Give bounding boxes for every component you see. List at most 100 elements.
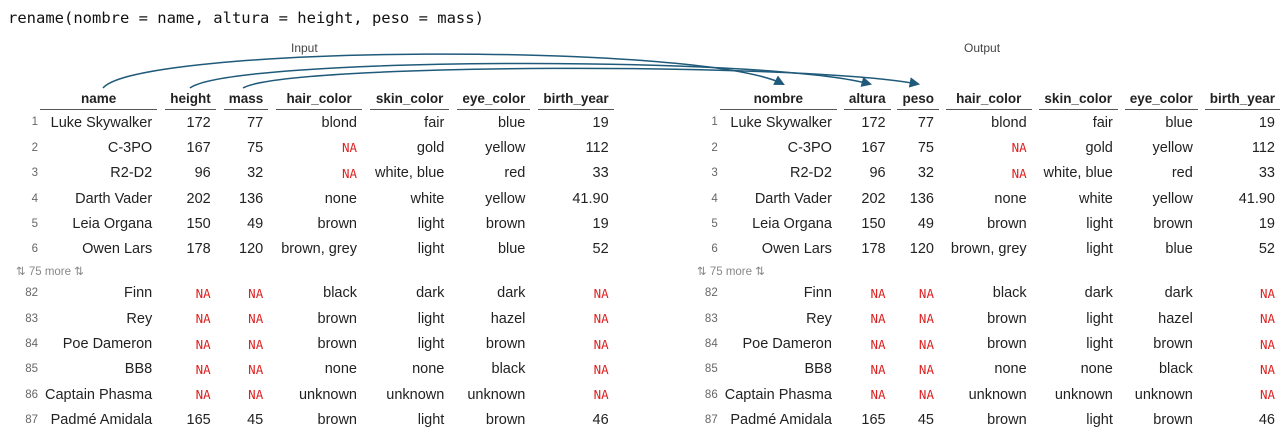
column-gap: [157, 331, 165, 356]
column-gap: [1198, 135, 1205, 160]
column-gap: [268, 88, 276, 110]
table-cell: NA: [918, 361, 934, 377]
column-gap: [268, 161, 276, 186]
table-cell: brown: [1153, 215, 1193, 232]
table-row: 86 Captain Phasma NA NA unknown unknown unknow…: [697, 382, 1280, 407]
table-cell: 45: [917, 411, 934, 428]
table-cell: 120: [909, 241, 934, 258]
column-gap: [1032, 306, 1039, 331]
output-table: nombre altura peso hair_color skin_color eye_…: [697, 88, 1280, 433]
column-gap: [837, 281, 844, 306]
table-cell: 32: [247, 165, 264, 182]
table-cell: 165: [186, 411, 211, 428]
code-line: rename(nombre = name, altura = height, p…: [8, 9, 484, 27]
column-gap: [157, 211, 165, 236]
table-cell: 96: [194, 165, 211, 182]
table-cell: 19: [592, 114, 609, 131]
column-gap: [268, 236, 276, 261]
column-gap: [216, 281, 224, 306]
table-cell: NA: [1011, 140, 1027, 156]
column-gap: [1198, 331, 1205, 356]
column-gap: [939, 357, 946, 382]
column-gap: [1118, 281, 1125, 306]
row-index: 82: [704, 287, 718, 300]
table-cell: unknown: [298, 386, 357, 403]
column-gap: [362, 306, 370, 331]
column-gap: [216, 306, 224, 331]
table-cell: Poe Dameron: [62, 336, 153, 353]
column-gap: [891, 236, 898, 261]
table-cell: none: [994, 190, 1027, 207]
input-col-header: hair_color: [276, 88, 362, 110]
table-cell: brown: [1153, 336, 1193, 353]
column-gap: [530, 306, 538, 331]
table-cell: light: [1086, 241, 1113, 258]
column-gap: [449, 407, 457, 432]
table-cell: 178: [186, 241, 211, 258]
row-index: 84: [25, 338, 38, 351]
row-index: 87: [704, 413, 718, 426]
column-gap: [1118, 186, 1125, 211]
input-col-header: skin_color: [370, 88, 450, 110]
input-label: Input: [291, 41, 318, 55]
table-cell: Leia Organa: [752, 215, 832, 232]
table-row: 86 Captain Phasma NA NA unknown unknown unknow…: [16, 382, 614, 407]
table-cell: NA: [195, 361, 211, 377]
table-cell: 41.90: [1238, 190, 1275, 207]
column-gap: [157, 407, 165, 432]
table-cell: Rey: [806, 310, 832, 327]
table-cell: 49: [247, 215, 264, 232]
table-cell: fair: [424, 114, 445, 131]
table-cell: 41.90: [572, 190, 609, 207]
column-gap: [449, 110, 457, 136]
table-cell: light: [417, 215, 445, 232]
column-gap: [530, 211, 538, 236]
column-gap: [1118, 211, 1125, 236]
row-index: 6: [711, 243, 718, 256]
table-cell: light: [1086, 310, 1113, 327]
column-gap: [530, 161, 538, 186]
table-cell: unknown: [386, 386, 445, 403]
table-cell: black: [992, 285, 1027, 302]
table-cell: NA: [248, 387, 264, 403]
column-gap: [1032, 135, 1039, 160]
table-cell: 19: [1258, 114, 1275, 131]
table-cell: white: [1079, 190, 1113, 207]
table-cell: 19: [1258, 215, 1275, 232]
table-row: 87 Padmé Amidala 165 45 brown light brown 46: [16, 407, 614, 432]
table-cell: NA: [870, 311, 886, 327]
row-index: 1: [31, 116, 38, 129]
column-gap: [837, 407, 844, 432]
row-index: 86: [25, 388, 38, 401]
column-gap: [939, 306, 946, 331]
table-cell: NA: [593, 361, 609, 377]
table-row: 83 Rey NA NA brown light hazel NA: [697, 306, 1280, 331]
table-cell: 120: [239, 241, 264, 258]
table-cell: NA: [1259, 285, 1275, 301]
column-gap: [530, 407, 538, 432]
column-gap: [1032, 281, 1039, 306]
table-cell: 32: [917, 165, 934, 182]
column-gap: [449, 357, 457, 382]
table-cell: NA: [1259, 387, 1275, 403]
column-gap: [891, 407, 898, 432]
table-cell: Luke Skywalker: [730, 114, 832, 131]
column-gap: [362, 382, 370, 407]
column-gap: [530, 88, 538, 110]
table-cell: NA: [1259, 336, 1275, 352]
table-cell: C-3PO: [787, 139, 832, 156]
column-gap: [837, 161, 844, 186]
table-cell: NA: [918, 336, 934, 352]
column-gap: [268, 357, 276, 382]
table-row: 3 R2-D2 96 32 NA white, blue red 33: [16, 161, 614, 186]
table-cell: unknown: [968, 386, 1027, 403]
table-cell: brown: [485, 336, 526, 353]
column-gap: [1032, 357, 1039, 382]
column-gap: [268, 186, 276, 211]
arrow-mass-to-peso: [242, 67, 921, 89]
table-row: 6 Owen Lars 178 120 brown, grey light blue 52: [697, 236, 1280, 261]
column-gap: [157, 236, 165, 261]
column-gap: [362, 186, 370, 211]
table-cell: NA: [195, 336, 211, 352]
column-gap: [891, 331, 898, 356]
